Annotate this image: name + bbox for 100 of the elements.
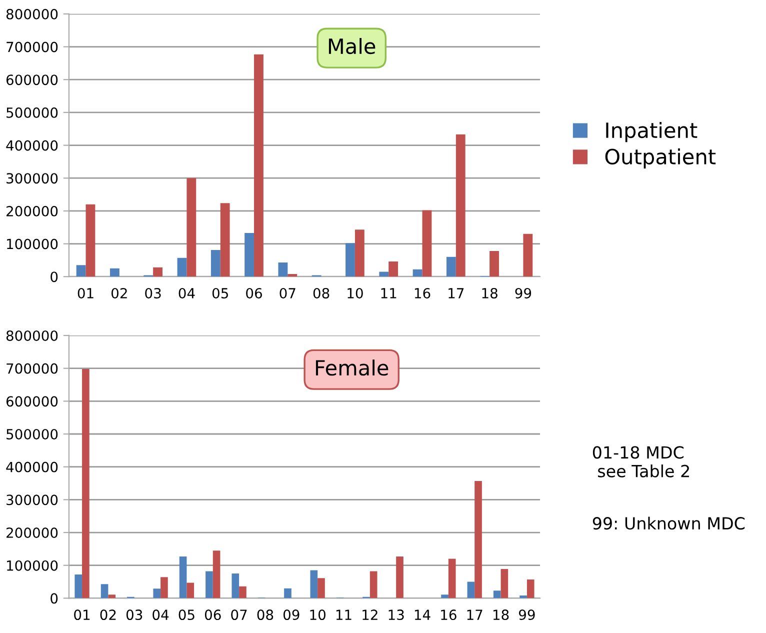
- y-tick-label: 600000: [6, 74, 58, 86]
- x-tick-label: 01: [74, 610, 90, 620]
- x-tick-label: 08: [313, 288, 330, 298]
- x-tick-label: 03: [145, 288, 161, 298]
- x-tick-label: 08: [257, 610, 274, 620]
- bar: [232, 574, 240, 598]
- bar: [100, 584, 108, 598]
- y-tick-label: 700000: [6, 42, 58, 52]
- text: Female: [316, 360, 388, 376]
- x-tick-label: 01: [78, 288, 94, 298]
- bar: [284, 588, 292, 598]
- bar: [456, 134, 466, 277]
- bar: [153, 267, 162, 277]
- bar: [160, 577, 168, 598]
- bar: [388, 262, 398, 277]
- bar: [490, 251, 499, 277]
- bar: [422, 210, 432, 277]
- y-tick-label: 800000: [6, 8, 58, 20]
- x-tick-label: 05: [178, 610, 194, 620]
- bar: [396, 556, 404, 598]
- x-tick-label: 10: [348, 288, 363, 298]
- y-tick-label: 200000: [6, 527, 58, 538]
- x-tick-label: 02: [100, 610, 116, 620]
- y-tick-label: 600000: [6, 396, 58, 407]
- y-tick-label: 0: [50, 593, 58, 604]
- x-tick-label: 99: [518, 610, 535, 620]
- x-tick-label: 06: [246, 288, 262, 298]
- bar: [177, 258, 187, 277]
- y-tick-label: 700000: [6, 363, 58, 374]
- bar: [467, 582, 475, 598]
- x-tick-label: 07: [231, 610, 247, 620]
- bar: [86, 204, 96, 277]
- bar: [412, 269, 422, 277]
- x-tick-label: 12: [362, 610, 378, 620]
- x-tick-label: 11: [336, 610, 352, 620]
- x-tick-label: 07: [280, 288, 296, 298]
- bar: [288, 274, 298, 277]
- x-tick-label: 11: [381, 288, 396, 298]
- bar: [379, 272, 389, 277]
- y-tick-label: 100000: [7, 560, 58, 571]
- legend-label: Inpatient: [606, 122, 698, 142]
- bar: [186, 582, 194, 598]
- x-tick-label: 17: [467, 610, 482, 620]
- bar: [310, 570, 318, 598]
- bar: [523, 234, 533, 277]
- x-tick-label: 99: [515, 288, 532, 298]
- bar: [244, 232, 254, 277]
- bar: [446, 256, 456, 277]
- x-tick-label: 14: [414, 610, 430, 620]
- y-tick-label: 400000: [6, 140, 58, 151]
- bar: [76, 265, 86, 277]
- bar: [239, 586, 246, 598]
- y-tick-label: 500000: [6, 107, 58, 118]
- x-tick-label: 18: [493, 610, 509, 620]
- y-tick-label: 500000: [6, 428, 58, 440]
- bar: [318, 578, 325, 598]
- bar: [500, 568, 508, 598]
- bar: [346, 243, 355, 277]
- bar: [153, 588, 161, 598]
- x-tick-label: 03: [126, 610, 142, 620]
- bar: [520, 596, 527, 598]
- y-tick-label: 100000: [7, 238, 58, 250]
- bar: [474, 480, 482, 598]
- bar: [278, 262, 288, 277]
- x-tick-label: 05: [212, 288, 228, 298]
- bar: [370, 571, 378, 598]
- x-tick-label: 09: [283, 610, 300, 620]
- bar: [108, 594, 116, 598]
- bar: [254, 54, 264, 277]
- bar: [448, 558, 456, 598]
- x-tick-label: 18: [482, 288, 498, 298]
- text: 99: Unknown MDC: [592, 516, 745, 530]
- bar: [210, 250, 220, 277]
- x-tick-label: 04: [178, 288, 195, 298]
- legend-label: Outpatient: [605, 148, 716, 169]
- x-tick-label: 02: [111, 288, 127, 298]
- bar: [212, 550, 220, 598]
- bar: [179, 556, 187, 598]
- x-tick-label: 13: [388, 610, 404, 620]
- text: 01-18 MDC see Table 2: [592, 446, 689, 478]
- y-tick-label: 300000: [6, 494, 58, 506]
- y-tick-label: 200000: [6, 206, 58, 216]
- bar: [493, 590, 501, 598]
- bar: [186, 178, 196, 277]
- bar: [354, 230, 364, 277]
- x-tick-label: 10: [310, 610, 326, 620]
- x-tick-label: 06: [204, 610, 221, 620]
- y-tick-label: 0: [50, 272, 58, 282]
- bar: [441, 594, 448, 598]
- x-tick-label: 16: [441, 610, 456, 620]
- bar: [110, 268, 120, 277]
- x-tick-label: 16: [414, 288, 430, 298]
- bar: [82, 368, 90, 598]
- y-tick-label: 400000: [6, 462, 58, 472]
- y-tick-label: 300000: [6, 173, 58, 184]
- x-tick-label: 17: [448, 288, 464, 298]
- bar: [526, 579, 534, 598]
- bar: [74, 574, 82, 598]
- x-tick-label: 04: [152, 610, 169, 620]
- y-tick-label: 800000: [6, 330, 58, 341]
